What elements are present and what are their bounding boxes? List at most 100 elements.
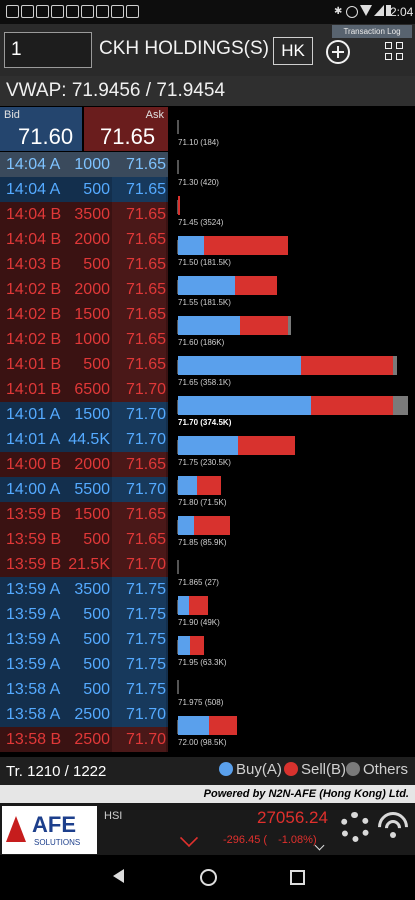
price-level-label: 71.45 (3524) [178,218,224,227]
trade-volume: 21.5K [68,556,110,573]
trade-row[interactable]: 14:01 B 6500 71.70 [0,377,168,402]
trade-time: 14:02 B [6,331,62,348]
chart-tick [177,560,179,574]
buy-bar [178,636,190,655]
trade-row[interactable]: 14:02 B 2000 71.65 [0,277,168,302]
price-level-label: 71.975 (508) [178,698,224,707]
others-bar [393,396,408,415]
trade-row[interactable]: 13:59 A 500 71.75 [0,652,168,677]
price-level-label: 71.50 (181.5K) [178,258,231,267]
trade-row[interactable]: 13:58 A 500 71.75 [0,677,168,702]
trade-row[interactable]: 14:00 A 5500 71.70 [0,477,168,502]
trade-row[interactable]: 14:01 A 1500 71.70 [0,402,168,427]
settings-icon [111,5,124,18]
trade-time: 13:59 A [6,606,61,623]
trade-row[interactable]: 13:59 A 500 71.75 [0,602,168,627]
trade-row[interactable]: 14:04 B 2000 71.65 [0,227,168,252]
trade-volume: 1500 [74,306,110,323]
trade-time: 13:59 A [6,631,61,648]
trade-row[interactable]: 14:01 B 500 71.65 [0,352,168,377]
trade-list[interactable]: 14:04 A 1000 71.65 14:04 A 500 71.65 14:04 B 35… [0,152,168,756]
trade-row[interactable]: 14:04 B 3500 71.65 [0,202,168,227]
trade-volume: 500 [83,656,110,673]
trade-row[interactable]: 13:58 A 2500 71.70 [0,702,168,727]
download-icon [96,5,109,18]
transaction-log-tab[interactable]: Transaction Log [332,25,412,38]
trade-price: 71.70 [112,402,166,427]
home-icon[interactable] [200,869,217,886]
stock-icon [21,5,34,18]
gear-icon[interactable] [340,812,370,842]
trade-volume: 500 [83,181,110,198]
powered-by: Powered by N2N-AFE (Hong Kong) Ltd. [0,785,415,803]
buy-bar [178,436,238,455]
trade-price: 71.75 [112,652,166,677]
sell-bar [204,236,288,255]
price-level-label: 71.80 (71.5K) [178,498,227,507]
trade-row[interactable]: 14:02 B 1000 71.65 [0,327,168,352]
trade-row[interactable]: 14:00 B 2000 71.65 [0,452,168,477]
trade-price: 71.65 [125,156,166,173]
sell-bar [178,196,180,215]
buy-bar [178,316,240,335]
trade-volume: 2000 [74,231,110,248]
bluetooth-icon: ✱ [334,6,343,17]
price-level-label: 71.30 (420) [178,178,219,187]
trade-row[interactable]: 13:58 B 2500 71.70 [0,727,168,752]
recents-icon[interactable] [290,870,305,885]
logo-text: AFE [32,812,76,837]
ask-label: Ask [145,109,164,121]
price-level-label: 71.75 (230.5K) [178,458,231,467]
trade-price: 71.75 [112,577,166,602]
wifi-status-icon[interactable] [371,805,415,849]
trade-price: 71.65 [112,502,166,527]
vwap-label: VWAP: [6,80,67,101]
trade-time: 13:58 B [6,731,62,748]
chart-tick [177,120,179,134]
bid-label: Bid [4,109,20,121]
trade-volume: 1000 [74,331,110,348]
trade-row[interactable]: 13:59 B 1500 71.65 [0,502,168,527]
back-icon[interactable] [113,869,124,883]
trade-row[interactable]: 14:03 B 500 71.65 [0,252,168,277]
status-bar [0,0,415,24]
trade-row[interactable]: 14:02 B 1500 71.65 [0,302,168,327]
chart-tick [177,160,179,174]
trade-price: 71.65 [112,352,166,377]
trade-volume: 1000 [74,156,110,173]
trade-time: 13:59 B [6,506,62,523]
stock-code-input[interactable]: 1 [4,32,92,68]
sell-bar [240,316,288,335]
index-change-points: -296.45 ( [223,834,268,846]
buy-bar [178,596,189,615]
trade-price: 71.75 [112,627,166,652]
trade-time: 14:00 A [6,481,61,498]
trade-volume: 500 [83,256,110,273]
add-watchlist-icon[interactable] [326,40,350,64]
trade-price: 71.70 [112,727,166,752]
sell-bar [190,636,204,655]
trade-time: 14:01 B [6,356,62,373]
others-legend-dot [346,762,360,776]
index-change-percent: -1.08%) [278,834,317,846]
sell-bar [301,356,393,375]
sell-bar [209,716,237,735]
play-icon [126,5,139,18]
others-bar [393,356,397,375]
trade-row[interactable]: 14:04 A 500 71.65 [0,177,168,202]
grid-layout-icon[interactable] [385,42,405,62]
trade-row[interactable]: 13:59 A 500 71.75 [0,627,168,652]
price-level-label: 71.865 (27) [178,578,219,587]
sell-legend-dot [284,762,298,776]
trade-row[interactable]: 14:01 A 44.5K 71.70 [0,427,168,452]
trade-time: 13:59 B [6,531,62,548]
trade-row[interactable]: 13:59 B 500 71.65 [0,527,168,552]
price-level-label: 71.10 (184) [178,138,219,147]
trade-volume: 6500 [74,381,110,398]
buy-legend-label: Buy(A) [236,761,282,778]
trade-row[interactable]: 14:04 A 1000 71.65 [0,152,168,177]
trade-row[interactable]: 13:59 A 3500 71.75 [0,577,168,602]
buy-bar [178,396,311,415]
trade-row[interactable]: 13:59 B 21.5K 71.70 [0,552,168,577]
market-button[interactable]: HK [273,37,313,65]
